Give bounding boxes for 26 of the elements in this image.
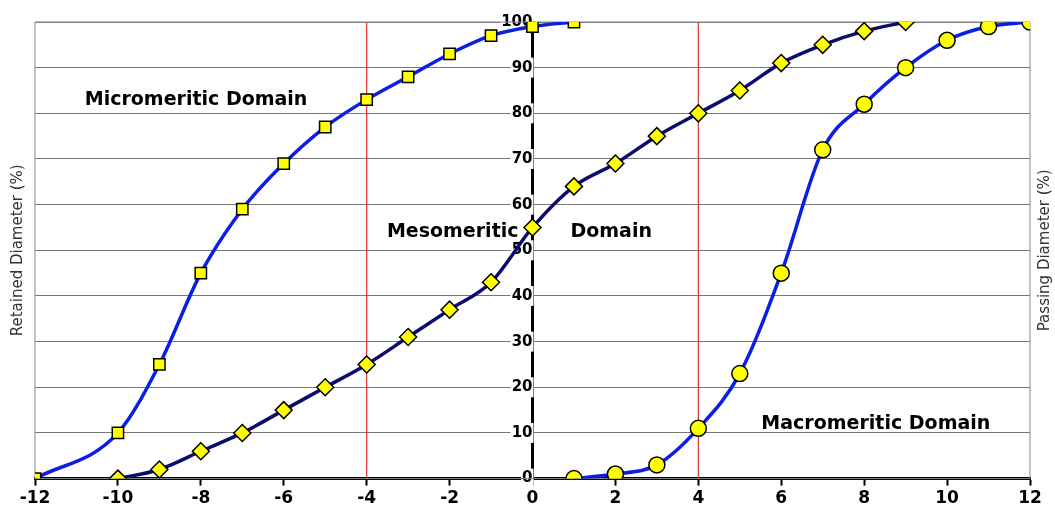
x-tick-label: 8 <box>858 487 871 508</box>
annotation: Micromeritic Domain <box>84 86 308 109</box>
y-tick-label: 60 <box>511 194 533 213</box>
x-tick-label: -4 <box>357 487 377 508</box>
x-tick-label: -8 <box>191 487 211 508</box>
x-tick-label: -6 <box>274 487 294 508</box>
y2-axis-title: Passing Diameter (%) <box>1034 169 1053 332</box>
x-tick-label: -2 <box>440 487 460 508</box>
y-tick-label: 90 <box>511 57 533 76</box>
y-tick-label: 70 <box>511 148 533 167</box>
x-tick-label: 12 <box>1018 487 1042 508</box>
x-tick-label: 4 <box>692 487 705 508</box>
y-tick-label: 80 <box>511 103 533 122</box>
y-tick-label: 30 <box>511 331 533 350</box>
y-tick-label: 0 <box>522 468 533 487</box>
x-tick-label: 2 <box>609 487 622 508</box>
x-tick-label: 6 <box>775 487 788 508</box>
y-tick-label: 20 <box>511 377 533 396</box>
text: Mesomeritic Domain <box>386 218 652 241</box>
y-tick-label: 10 <box>511 422 533 441</box>
y-tick-label: 40 <box>511 285 533 304</box>
x-tick-label: -12 <box>19 487 51 508</box>
annotation: Macromeritic Domain <box>761 410 991 433</box>
x-tick-label: 10 <box>935 487 960 508</box>
x-tick-label: -10 <box>102 487 134 508</box>
y-axis-title: Retained Diameter (%) <box>7 164 26 337</box>
